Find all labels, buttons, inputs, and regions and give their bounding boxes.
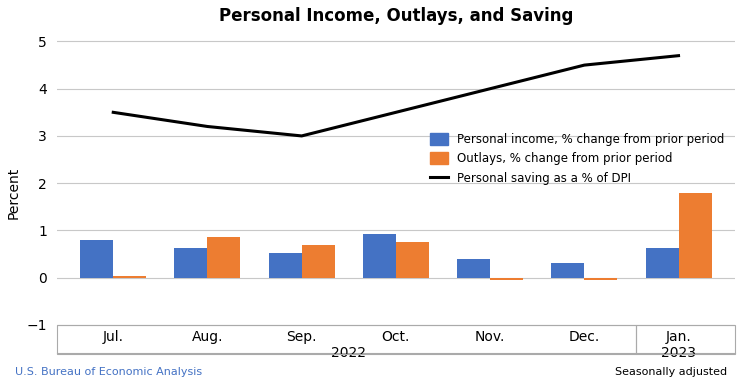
- Y-axis label: Percent: Percent: [7, 166, 21, 219]
- Text: U.S. Bureau of Economic Analysis: U.S. Bureau of Economic Analysis: [15, 367, 202, 377]
- Text: Oct.: Oct.: [381, 330, 410, 345]
- Legend: Personal income, % change from prior period, Outlays, % change from prior period: Personal income, % change from prior per…: [425, 128, 729, 190]
- Text: Sep.: Sep.: [286, 330, 317, 345]
- Bar: [302, 244, 335, 277]
- Text: Aug.: Aug.: [191, 330, 223, 345]
- Bar: [269, 253, 302, 277]
- Bar: [678, 193, 712, 277]
- Text: 2022: 2022: [331, 346, 367, 360]
- Text: 2023: 2023: [661, 346, 696, 360]
- Bar: [80, 240, 114, 277]
- Bar: [646, 248, 678, 277]
- Bar: [363, 234, 396, 277]
- Bar: [208, 238, 240, 277]
- Bar: [551, 263, 584, 277]
- Bar: [457, 259, 490, 277]
- Bar: [636, 325, 735, 354]
- Title: Personal Income, Outlays, and Saving: Personal Income, Outlays, and Saving: [219, 7, 573, 25]
- Text: Dec.: Dec.: [568, 330, 600, 345]
- Bar: [174, 248, 208, 277]
- Text: Seasonally adjusted: Seasonally adjusted: [615, 367, 727, 377]
- Bar: [584, 277, 617, 280]
- Bar: [396, 242, 429, 277]
- Bar: [490, 277, 523, 280]
- Text: Jul.: Jul.: [102, 330, 124, 345]
- Bar: [114, 276, 146, 277]
- Text: Nov.: Nov.: [475, 330, 505, 345]
- Text: Jan.: Jan.: [666, 330, 692, 345]
- Bar: [56, 325, 636, 354]
